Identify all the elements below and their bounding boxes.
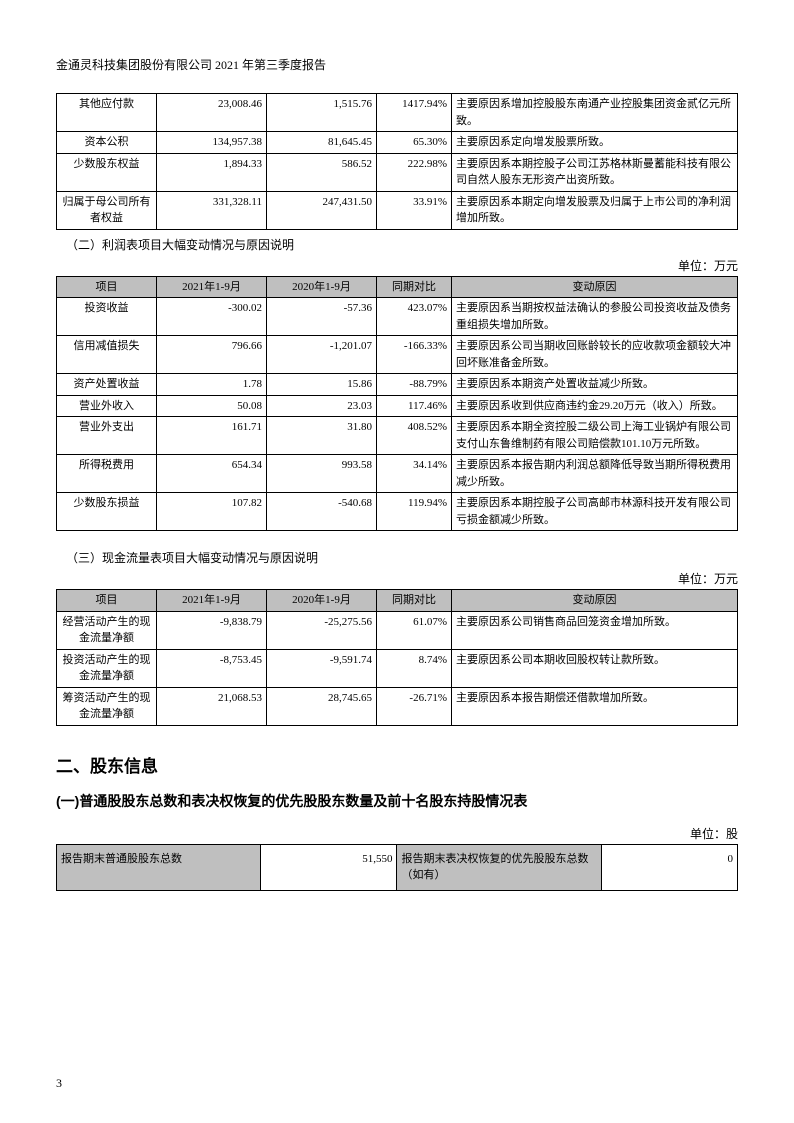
preferred-shareholder-label: 报告期末表决权恢复的优先股股东总数（如有） (397, 844, 601, 890)
table-row: 营业外收入50.0823.03117.46%主要原因系收到供应商违约金29.20… (57, 395, 738, 417)
column-header: 2021年1-9月 (157, 590, 267, 612)
table-row: 投资收益-300.02-57.36423.07%主要原因系当期按权益法确认的参股… (57, 298, 738, 336)
heading-3: (一)普通股股东总数和表决权恢复的优先股股东数量及前十名股东持股情况表 (56, 791, 738, 811)
shareholder-total-label: 报告期末普通股股东总数 (57, 844, 261, 890)
page-header: 金通灵科技集团股份有限公司 2021 年第三季度报告 (56, 56, 738, 73)
table-row: 营业外支出161.7131.80408.52%主要原因系本期全资控股二级公司上海… (57, 417, 738, 455)
column-header: 2021年1-9月 (157, 276, 267, 298)
table-row: 少数股东损益107.82-540.68119.94%主要原因系本期控股子公司高邮… (57, 493, 738, 531)
section-2-label: （二）利润表项目大幅变动情况与原因说明 (66, 236, 738, 253)
table-income-statement: 项目2021年1-9月2020年1-9月同期对比变动原因 投资收益-300.02… (56, 276, 738, 532)
column-header: 项目 (57, 590, 157, 612)
section-3-label: （三）现金流量表项目大幅变动情况与原因说明 (66, 549, 738, 566)
column-header: 同期对比 (377, 276, 452, 298)
column-header: 变动原因 (452, 276, 738, 298)
unit-label-2: 单位：万元 (56, 570, 738, 587)
column-header: 变动原因 (452, 590, 738, 612)
column-header: 项目 (57, 276, 157, 298)
column-header: 2020年1-9月 (267, 590, 377, 612)
table-row: 其他应付款23,008.461,515.761417.94%主要原因系增加控股股… (57, 94, 738, 132)
table-balance-continuation: 其他应付款23,008.461,515.761417.94%主要原因系增加控股股… (56, 93, 738, 230)
table-row: 经营活动产生的现金流量净额-9,838.79-25,275.5661.07%主要… (57, 611, 738, 649)
shareholder-total-value: 51,550 (261, 844, 397, 890)
table-row: 筹资活动产生的现金流量净额21,068.5328,745.65-26.71%主要… (57, 687, 738, 725)
table-row: 信用减值损失796.66-1,201.07-166.33%主要原因系公司当期收回… (57, 336, 738, 374)
column-header: 同期对比 (377, 590, 452, 612)
table-shareholder-summary: 报告期末普通股股东总数 51,550 报告期末表决权恢复的优先股股东总数（如有）… (56, 844, 738, 891)
column-header: 2020年1-9月 (267, 276, 377, 298)
table-row: 少数股东权益1,894.33586.52222.98%主要原因系本期控股子公司江… (57, 153, 738, 191)
table-cashflow: 项目2021年1-9月2020年1-9月同期对比变动原因 经营活动产生的现金流量… (56, 589, 738, 726)
heading-2: 二、股东信息 (56, 752, 738, 777)
unit-label-shares: 单位：股 (56, 825, 738, 842)
table-row: 投资活动产生的现金流量净额-8,753.45-9,591.748.74%主要原因… (57, 649, 738, 687)
table-row: 所得税费用654.34993.5834.14%主要原因系本报告期内利润总额降低导… (57, 455, 738, 493)
page-number: 3 (56, 1076, 62, 1091)
table-row: 归属于母公司所有者权益331,328.11247,431.5033.91%主要原… (57, 191, 738, 229)
table-row: 资产处置收益1.7815.86-88.79%主要原因系本期资产处置收益减少所致。 (57, 374, 738, 396)
unit-label-1: 单位：万元 (56, 257, 738, 274)
preferred-shareholder-value: 0 (601, 844, 737, 890)
table-row: 资本公积134,957.3881,645.4565.30%主要原因系定向增发股票… (57, 132, 738, 154)
